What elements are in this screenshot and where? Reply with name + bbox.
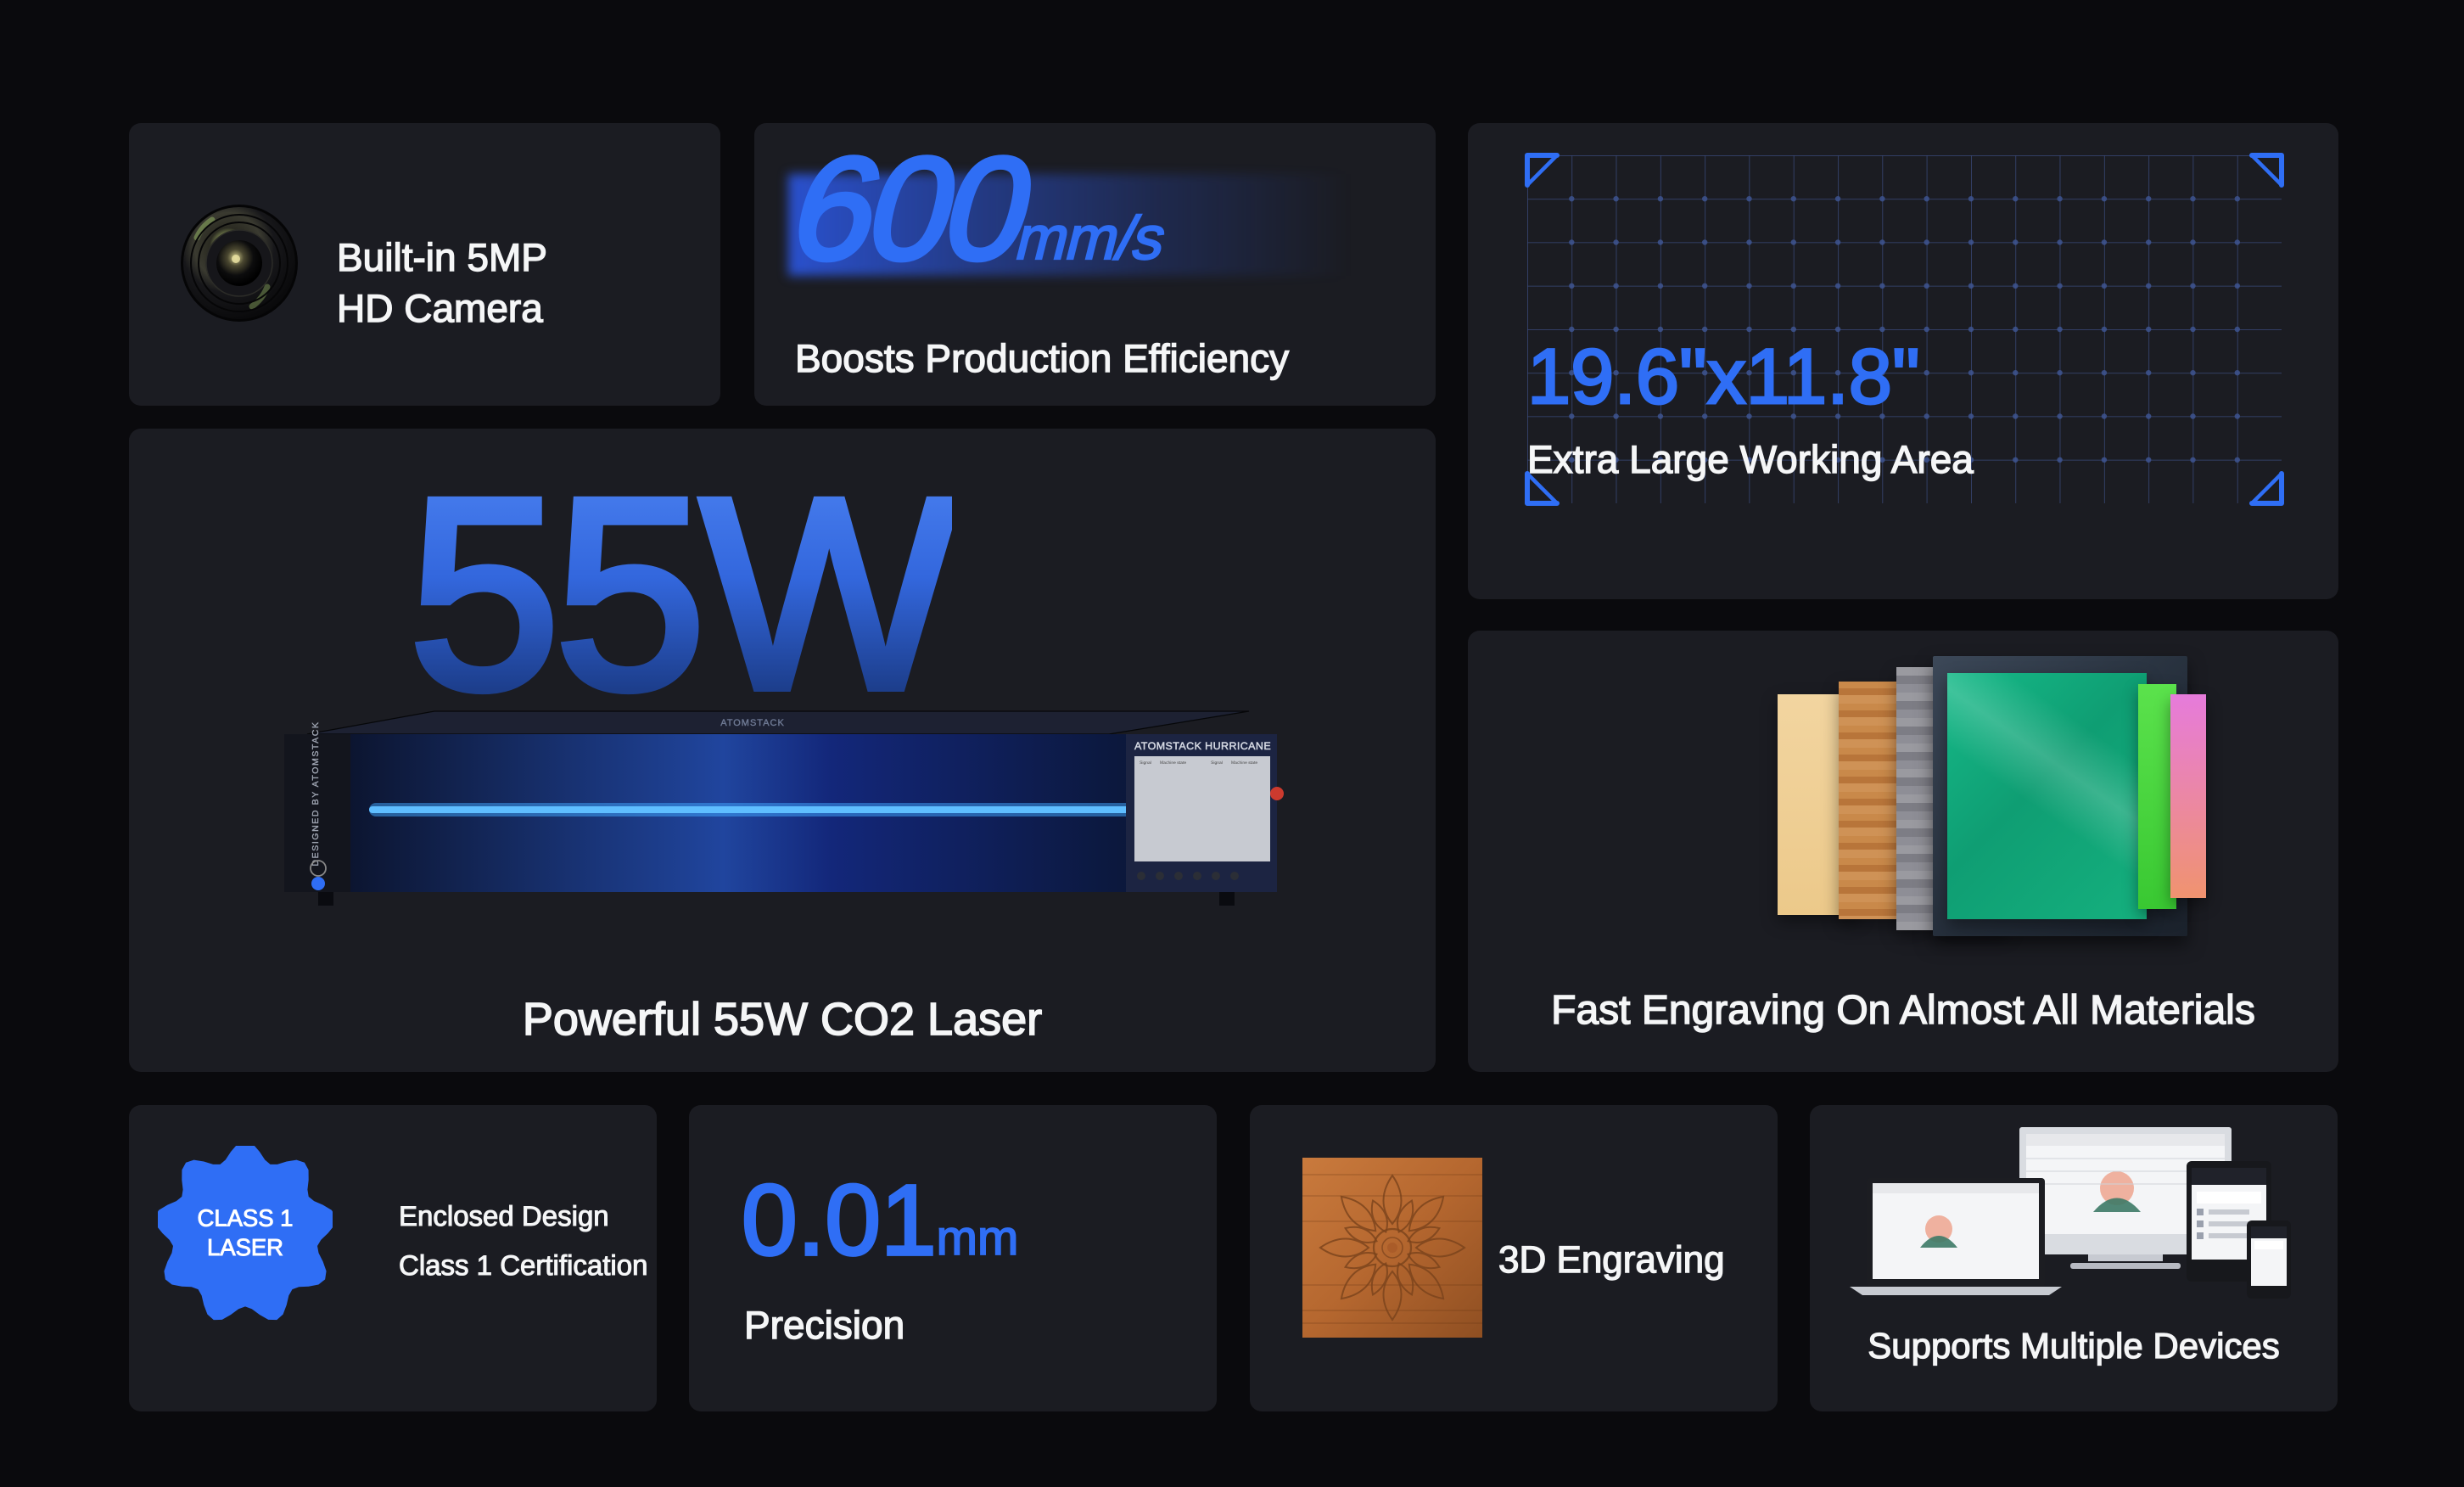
svg-text:ATOMSTACK: ATOMSTACK [720,718,785,728]
svg-text:LASER: LASER [207,1234,283,1260]
svg-text:ATOMSTACK HURRICANE: ATOMSTACK HURRICANE [1134,740,1271,752]
svg-text:Machine state: Machine state [1231,760,1257,766]
svg-text:Signal: Signal [1140,760,1151,766]
svg-text:DESIGNED BY ATOMSTACK: DESIGNED BY ATOMSTACK [311,721,321,866]
svg-text:Signal: Signal [1211,760,1223,766]
svg-text:Extra Large Working Area: Extra Large Working Area [1527,437,1974,482]
svg-text:19.6"x11.8": 19.6"x11.8" [1527,334,1920,420]
svg-text:CLASS 1: CLASS 1 [198,1205,294,1232]
svg-text:Machine state: Machine state [1160,760,1186,766]
